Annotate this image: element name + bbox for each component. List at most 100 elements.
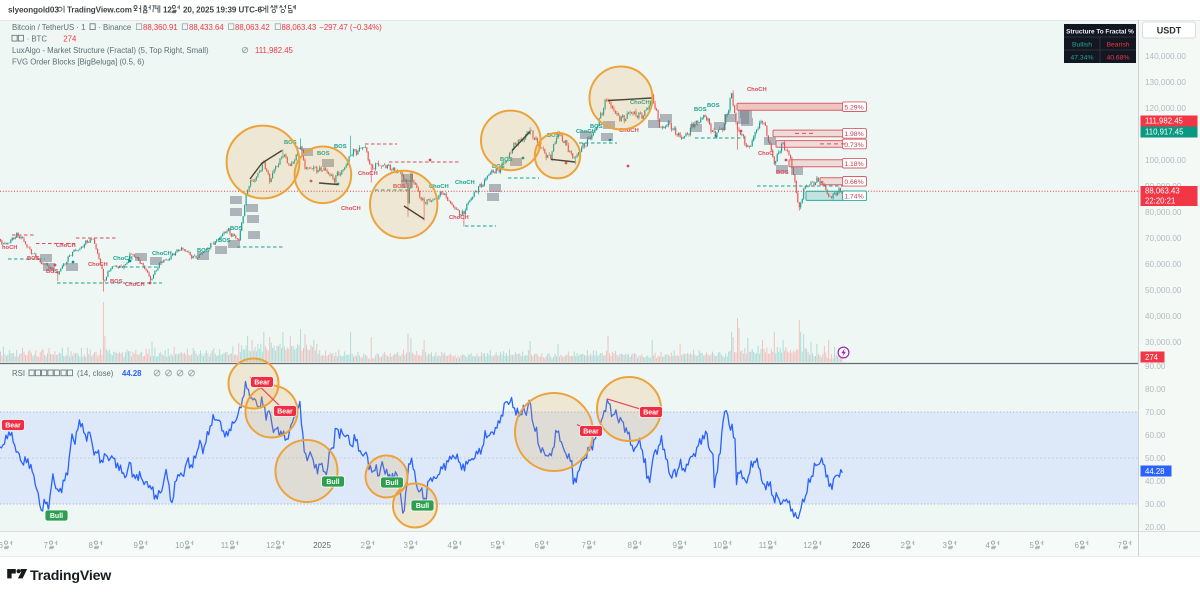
svg-text:ChoCH: ChoCH — [56, 243, 76, 249]
svg-text:RSI: RSI — [12, 369, 25, 378]
svg-text:BOS: BOS — [284, 140, 297, 146]
svg-text:ChoCH: ChoCH — [429, 184, 449, 190]
svg-text:50.00: 50.00 — [1145, 454, 1166, 463]
svg-text:60,000.00: 60,000.00 — [1145, 260, 1182, 269]
svg-text:ChoCH: ChoCH — [152, 251, 172, 257]
svg-text:10: 10 — [175, 541, 184, 550]
svg-text:BOS: BOS — [707, 103, 720, 109]
svg-text:7: 7 — [1118, 541, 1123, 550]
svg-text:BOS: BOS — [110, 279, 123, 285]
svg-text:3: 3 — [943, 541, 948, 550]
svg-text:· Binance: · Binance — [98, 23, 131, 32]
svg-text:6: 6 — [1075, 541, 1080, 550]
svg-text:4: 4 — [448, 541, 453, 550]
svg-text:0.66%: 0.66% — [844, 179, 863, 186]
svg-text:BOS: BOS — [694, 107, 707, 113]
svg-text:Bull: Bull — [326, 479, 339, 486]
svg-text:3: 3 — [404, 541, 409, 550]
svg-text:22:20:21: 22:20:21 — [1145, 197, 1175, 206]
svg-text:20, 2025 19:39 UTC-6: 20, 2025 19:39 UTC-6 — [183, 6, 263, 15]
svg-text:88,063.43: 88,063.43 — [1145, 187, 1180, 196]
svg-text:44.28: 44.28 — [122, 369, 142, 378]
svg-text:1.18%: 1.18% — [844, 161, 863, 168]
svg-text:130,000.00: 130,000.00 — [1145, 78, 1186, 87]
svg-text:20.00: 20.00 — [1145, 523, 1166, 532]
svg-text:FVG Order Blocks [BigBeluga] (: FVG Order Blocks [BigBeluga] (0.5, 6) — [12, 57, 145, 66]
svg-text:BOS: BOS — [334, 144, 347, 150]
svg-text:8: 8 — [89, 541, 94, 550]
svg-text:BOS: BOS — [317, 151, 330, 157]
svg-text:111,982.45: 111,982.45 — [1145, 117, 1184, 126]
svg-text:ChoCH: ChoCH — [88, 262, 108, 268]
svg-text:2025: 2025 — [313, 541, 331, 550]
svg-text:6: 6 — [535, 541, 540, 550]
svg-text:TradingView.com: TradingView.com — [67, 6, 132, 15]
svg-text:40.00: 40.00 — [1145, 477, 1166, 486]
svg-text:2: 2 — [361, 541, 366, 550]
svg-text:1.98%: 1.98% — [844, 131, 863, 138]
svg-text:2: 2 — [901, 541, 906, 550]
svg-text:30,000.00: 30,000.00 — [1145, 338, 1182, 347]
svg-text:ChoC: ChoC — [758, 151, 774, 157]
svg-text:hoCH: hoCH — [2, 245, 17, 251]
svg-text:Bullish: Bullish — [1072, 42, 1092, 49]
svg-text:(14, close): (14, close) — [77, 369, 114, 378]
svg-text:5: 5 — [491, 541, 496, 550]
svg-text:110,917.45: 110,917.45 — [1145, 128, 1184, 137]
svg-text:Bull: Bull — [416, 503, 429, 510]
svg-text:TradingView: TradingView — [30, 568, 112, 584]
svg-text:6: 6 — [0, 541, 4, 550]
svg-text:Bear: Bear — [5, 423, 21, 430]
svg-text:50,000.00: 50,000.00 — [1145, 286, 1182, 295]
svg-text:ChoCH: ChoCH — [125, 282, 145, 288]
svg-text:9: 9 — [673, 541, 678, 550]
svg-text:ChoCH: ChoCH — [576, 129, 596, 135]
svg-text:111,982.45: 111,982.45 — [255, 46, 294, 55]
svg-text:30.00: 30.00 — [1145, 500, 1166, 509]
svg-text:Bear: Bear — [583, 429, 599, 436]
svg-text:BOS: BOS — [547, 133, 560, 139]
svg-text:ChoCH: ChoCH — [358, 171, 378, 177]
svg-text:Bull: Bull — [50, 513, 63, 520]
svg-text:Bear: Bear — [254, 380, 270, 387]
svg-text:4: 4 — [986, 541, 991, 550]
svg-text:BOS: BOS — [393, 184, 406, 190]
svg-text:12: 12 — [266, 541, 275, 550]
svg-text:1.74%: 1.74% — [844, 194, 863, 201]
svg-text:ChoCH: ChoCH — [455, 180, 475, 186]
svg-text:9: 9 — [134, 541, 139, 550]
svg-text:70,000.00: 70,000.00 — [1145, 234, 1182, 243]
svg-text:7: 7 — [582, 541, 587, 550]
svg-text:5: 5 — [1030, 541, 1035, 550]
svg-text:BOS: BOS — [776, 170, 789, 176]
svg-text:47.34%: 47.34% — [1070, 55, 1093, 62]
svg-text:12: 12 — [163, 6, 172, 15]
svg-text:12: 12 — [803, 541, 812, 550]
svg-text:274: 274 — [63, 34, 77, 43]
svg-text:11: 11 — [221, 541, 230, 550]
svg-text:140,000.00: 140,000.00 — [1145, 52, 1186, 61]
svg-text:BOS: BOS — [230, 226, 243, 232]
svg-text:90.00: 90.00 — [1145, 362, 1166, 371]
svg-text:88,063.42: 88,063.42 — [235, 23, 270, 32]
svg-text:ChoCH: ChoCH — [341, 206, 361, 212]
svg-text:Structure To Fractal %: Structure To Fractal % — [1066, 29, 1134, 36]
svg-text:ChoCH: ChoCH — [630, 100, 650, 106]
svg-text:ChoCH: ChoCH — [619, 128, 639, 134]
svg-text:8: 8 — [628, 541, 633, 550]
svg-text:BOS: BOS — [46, 269, 59, 275]
svg-text:100,000.00: 100,000.00 — [1145, 156, 1186, 165]
svg-text:80.00: 80.00 — [1145, 385, 1166, 394]
svg-text:BOS: BOS — [500, 157, 513, 163]
svg-text:LuxAlgo - Market Structure (Fr: LuxAlgo - Market Structure (Fractal) (5,… — [12, 46, 209, 55]
svg-text:BOS: BOS — [197, 248, 210, 254]
svg-text:−297.47 (−0.34%): −297.47 (−0.34%) — [319, 23, 382, 32]
svg-text:120,000.00: 120,000.00 — [1145, 104, 1186, 113]
svg-text:40.68%: 40.68% — [1106, 55, 1129, 62]
svg-text:10: 10 — [713, 541, 722, 550]
svg-text:5.29%: 5.29% — [844, 105, 863, 112]
svg-text:Bitcoin / TetherUS · 1: Bitcoin / TetherUS · 1 — [12, 23, 86, 32]
svg-text:0.73%: 0.73% — [844, 142, 863, 149]
svg-text:274: 274 — [1145, 353, 1159, 362]
svg-text:40,000.00: 40,000.00 — [1145, 312, 1182, 321]
